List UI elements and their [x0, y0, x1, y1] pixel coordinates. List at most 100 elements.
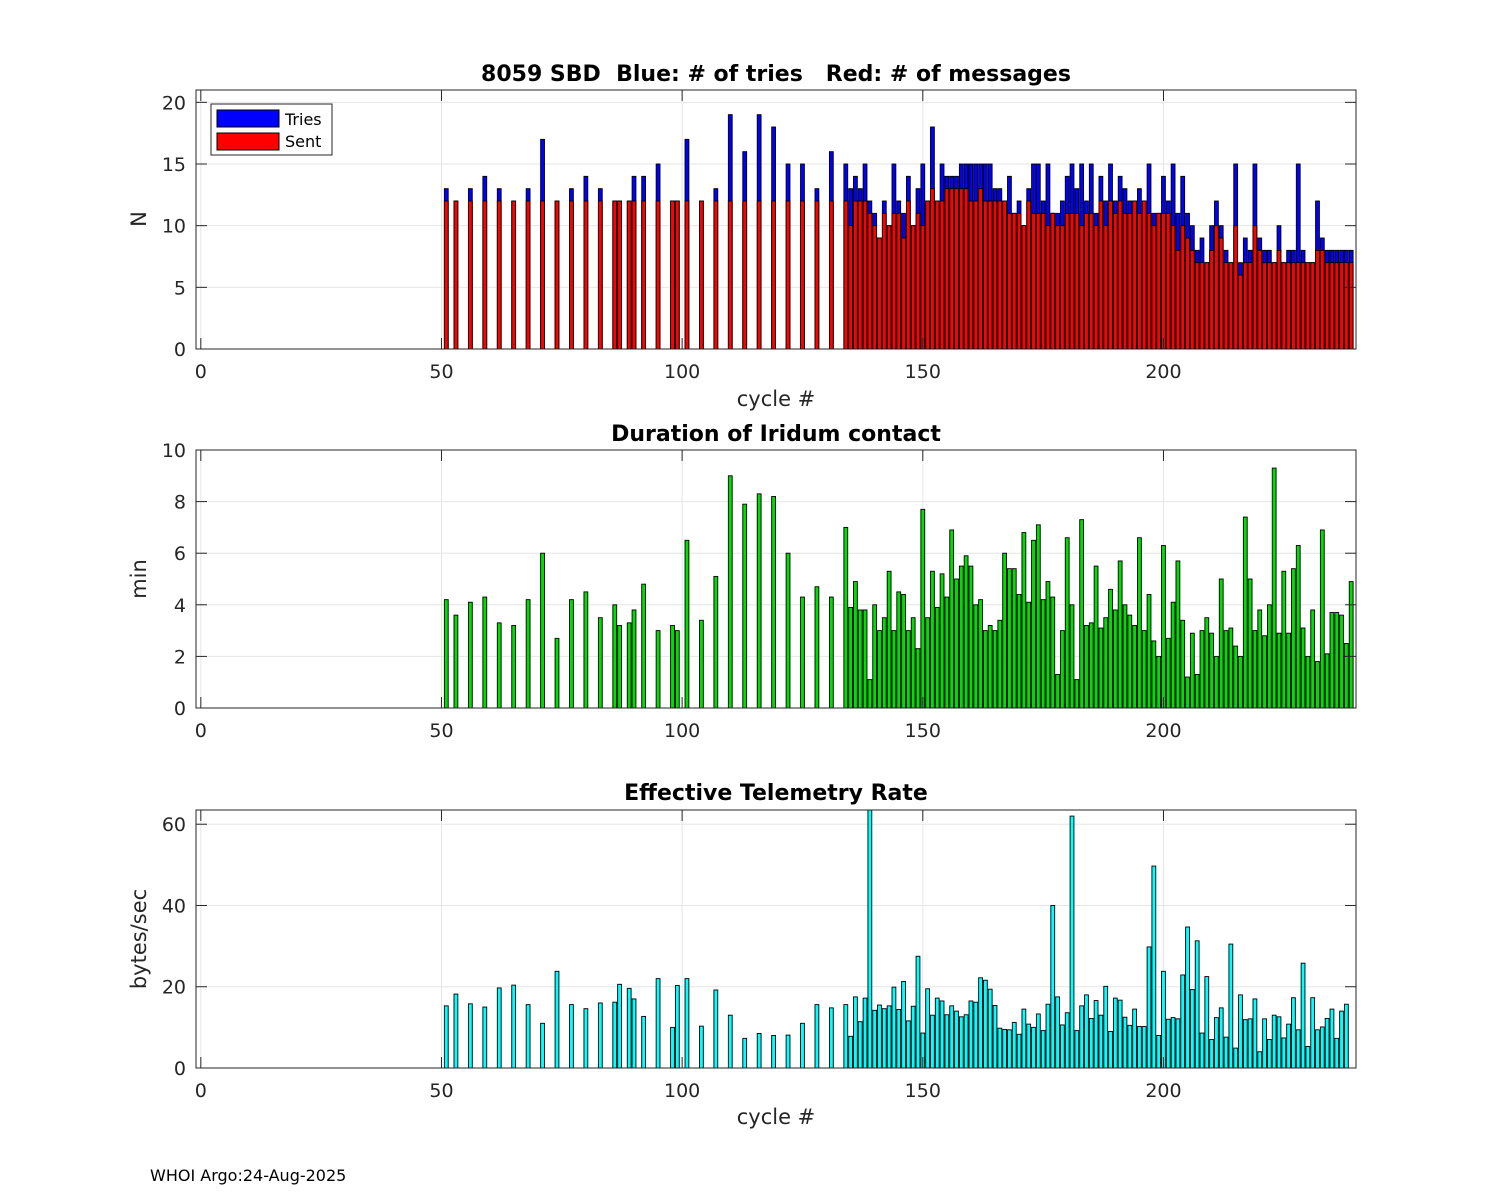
- bar: [1007, 568, 1012, 709]
- bar: [482, 1006, 488, 1069]
- bar-sent: [1079, 225, 1085, 350]
- bar: [1112, 609, 1118, 709]
- bar: [992, 1004, 998, 1069]
- bar: [1209, 632, 1214, 709]
- y-tick-label: 20: [162, 92, 186, 114]
- bar: [886, 570, 892, 709]
- bar-sent: [1266, 262, 1272, 350]
- bar-sent: [1127, 212, 1133, 350]
- bar-sent: [1002, 200, 1008, 350]
- bar: [727, 475, 733, 709]
- bar: [1088, 622, 1094, 709]
- bar: [1310, 997, 1316, 1069]
- bar-sent: [1146, 212, 1152, 350]
- bar: [978, 599, 983, 709]
- bar: [915, 648, 921, 709]
- bar: [1286, 1023, 1291, 1069]
- bar: [1156, 655, 1162, 709]
- bars-duration: [443, 467, 1354, 709]
- bar: [1300, 962, 1306, 1069]
- bar-sent: [525, 200, 531, 350]
- bar: [949, 529, 955, 709]
- bar: [699, 619, 704, 709]
- y-tick-label: 15: [162, 154, 186, 176]
- bar: [1194, 674, 1200, 709]
- bar-sent: [973, 200, 979, 350]
- y-tick-label: 10: [162, 216, 186, 238]
- bar-sent: [1214, 225, 1219, 350]
- bar: [1108, 1030, 1113, 1069]
- bar: [1238, 994, 1243, 1069]
- bar: [1266, 604, 1272, 709]
- bar: [1165, 637, 1171, 709]
- bar-sent: [910, 225, 916, 350]
- bar: [1204, 617, 1210, 709]
- bar-sent: [1194, 262, 1200, 350]
- bar: [983, 979, 988, 1069]
- bar-sent: [1295, 262, 1301, 350]
- bar-sent: [1305, 262, 1311, 350]
- bar-sent: [1199, 262, 1205, 350]
- bar-sent: [1233, 225, 1239, 350]
- bar: [987, 988, 993, 1069]
- bar: [554, 970, 560, 1069]
- bar: [944, 1014, 950, 1069]
- bar-sent: [785, 200, 791, 350]
- bar: [939, 573, 945, 709]
- x-tick-label: 200: [1145, 1080, 1181, 1102]
- bar-sent: [1088, 212, 1094, 350]
- y-tick-label: 10: [162, 440, 186, 462]
- y-tick-label: 0: [174, 698, 186, 720]
- bar-sent: [771, 200, 776, 350]
- bar: [1011, 568, 1017, 709]
- bar: [1281, 1037, 1287, 1069]
- bar: [1180, 619, 1186, 709]
- bar: [901, 981, 906, 1069]
- bar: [597, 1002, 603, 1069]
- bar-sent: [853, 200, 858, 350]
- panel-tries-sent: 0 50 100 150 200 0 5 10 15 20 8059 SBD Blue: # of…: [127, 62, 1357, 411]
- bar-sent: [814, 200, 820, 350]
- bar: [800, 1022, 805, 1069]
- bar: [987, 624, 993, 709]
- bar-sent: [1055, 225, 1060, 350]
- bar: [1132, 624, 1137, 709]
- bar: [569, 599, 574, 709]
- bar-sent: [583, 200, 589, 350]
- bar: [828, 1007, 834, 1069]
- bar: [785, 1034, 791, 1069]
- bar: [848, 1035, 853, 1069]
- bar-sent: [1093, 225, 1099, 350]
- bars-telemetry-rate: [443, 809, 1349, 1069]
- bar: [1170, 601, 1176, 709]
- bar: [1247, 578, 1253, 709]
- bar: [1040, 1030, 1046, 1069]
- bar-sent: [1098, 200, 1104, 350]
- bar-sent: [554, 200, 560, 350]
- bar: [1035, 524, 1041, 709]
- legend: Tries Sent: [210, 103, 333, 156]
- bar: [867, 809, 873, 1069]
- bar: [1084, 994, 1089, 1069]
- bar-sent: [467, 200, 473, 350]
- bar: [540, 1022, 545, 1069]
- bar: [617, 624, 622, 709]
- bar: [997, 619, 1003, 709]
- bar: [1074, 679, 1080, 709]
- bar: [699, 1025, 704, 1069]
- bar-sent: [1011, 212, 1017, 350]
- bar-sent: [934, 200, 940, 350]
- bar: [1218, 578, 1224, 709]
- bar: [862, 997, 868, 1069]
- bar-sent: [1175, 249, 1181, 350]
- bar-sent: [1348, 262, 1354, 350]
- bar: [1021, 1008, 1027, 1069]
- bar: [958, 565, 964, 709]
- bar-sent: [1161, 212, 1166, 350]
- bar: [853, 581, 858, 709]
- bar-sent: [920, 225, 926, 350]
- bar-sent: [641, 200, 647, 350]
- bar-sent: [963, 188, 969, 350]
- x-tick-label: 150: [905, 720, 941, 742]
- bar: [862, 609, 868, 709]
